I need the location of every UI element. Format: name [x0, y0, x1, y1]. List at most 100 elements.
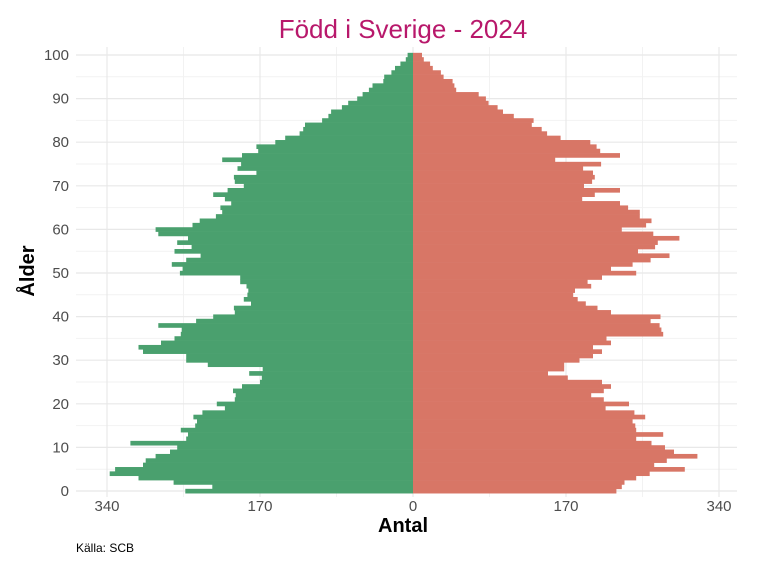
bar-left-age-67	[224, 196, 413, 202]
bar-right-age-38	[413, 323, 660, 328]
bar-right-age-17	[413, 414, 646, 420]
y-tick-label: 10	[52, 439, 69, 456]
bar-left-age-64	[222, 209, 413, 215]
bar-right-age-26	[413, 375, 568, 381]
bar-left-age-63	[215, 214, 413, 219]
bar-right-age-77	[413, 153, 620, 158]
y-tick-label: 80	[52, 134, 69, 151]
bar-left-age-24	[242, 384, 413, 389]
bar-right-age-36	[413, 331, 664, 337]
x-tick-label: 170	[553, 498, 578, 515]
chart-title: Född i Sverige - 2024	[279, 14, 528, 44]
bar-left-age-85	[322, 118, 413, 123]
bar-right-age-20	[413, 401, 629, 407]
bar-right-age-33	[413, 344, 593, 350]
bar-right-age-31	[413, 353, 593, 359]
bar-left-age-66	[231, 201, 413, 206]
bar-right-age-27	[413, 371, 548, 376]
bar-right-age-52	[413, 262, 633, 267]
bar-right-age-49	[413, 275, 602, 280]
bar-left-age-70	[243, 183, 413, 189]
bar-left-age-44	[243, 296, 413, 302]
bar-right-age-44	[413, 296, 578, 302]
bar-right-age-87	[413, 109, 503, 115]
bar-left-age-3	[138, 475, 413, 481]
bar-left-age-89	[348, 100, 413, 106]
bar-left-age-36	[180, 331, 413, 337]
bar-right-age-41	[413, 310, 611, 315]
bar-right-age-84	[413, 122, 532, 128]
bar-left-age-100	[407, 52, 413, 58]
bar-right-age-51	[413, 266, 611, 272]
x-tick-label: 170	[247, 498, 272, 515]
bar-left-age-9	[170, 449, 413, 455]
bar-left-age-8	[155, 453, 413, 459]
bar-left-age-93	[372, 83, 413, 88]
bar-right-age-96	[413, 70, 441, 75]
bar-right-age-35	[413, 336, 607, 341]
bar-right-age-56	[413, 244, 656, 250]
bar-right-age-25	[413, 379, 602, 385]
bar-right-age-58	[413, 235, 680, 241]
bar-left-age-29	[207, 362, 413, 368]
y-tick-label: 90	[52, 91, 69, 108]
y-tick-label: 50	[52, 265, 69, 282]
bar-left-age-30	[186, 358, 413, 363]
bar-left-age-22	[235, 392, 413, 398]
bar-left-age-53	[186, 257, 413, 263]
bar-left-age-49	[240, 275, 413, 280]
bar-right-age-81	[413, 135, 561, 141]
bar-left-age-69	[227, 187, 413, 193]
bar-left-age-38	[158, 323, 413, 328]
x-tick-label: 340	[706, 498, 731, 515]
bar-left-age-87	[331, 109, 413, 115]
bar-left-age-14	[180, 427, 413, 433]
bar-left-age-94	[383, 78, 413, 84]
bar-right-age-92	[413, 87, 457, 93]
bar-right-age-37	[413, 327, 662, 333]
bar-right-age-78	[413, 148, 601, 154]
bar-right-age-95	[413, 74, 444, 80]
bar-right-age-7	[413, 458, 667, 463]
bar-left-age-59	[158, 231, 413, 237]
y-tick-label: 20	[52, 396, 69, 413]
bar-right-age-48	[413, 279, 588, 285]
bar-right-age-60	[413, 227, 622, 232]
bar-right-age-86	[413, 113, 514, 119]
bar-left-age-88	[341, 105, 413, 110]
bar-left-age-95	[384, 74, 413, 80]
bar-left-age-90	[357, 96, 413, 102]
y-tick-label: 60	[52, 221, 69, 238]
bar-right-age-76	[413, 157, 556, 163]
left-bars-group	[109, 52, 413, 494]
bar-left-age-39	[196, 318, 413, 324]
bar-left-age-27	[249, 371, 413, 376]
bar-left-age-57	[177, 240, 413, 245]
bar-right-age-3	[413, 475, 637, 481]
bar-right-age-54	[413, 253, 670, 259]
bar-right-age-97	[413, 65, 433, 71]
bar-right-age-65	[413, 205, 629, 211]
bar-left-age-20	[216, 401, 413, 407]
bar-left-age-17	[193, 414, 413, 420]
bar-right-age-89	[413, 100, 489, 106]
bar-right-age-18	[413, 410, 635, 415]
bar-right-age-22	[413, 392, 592, 398]
bar-right-age-5	[413, 467, 685, 472]
source-note: Källa: SCB	[76, 541, 135, 555]
bar-left-age-21	[234, 397, 413, 402]
bar-left-age-31	[186, 353, 413, 359]
bar-left-age-1	[212, 484, 413, 490]
bar-right-age-50	[413, 270, 637, 276]
bar-right-age-28	[413, 366, 565, 372]
bar-left-age-40	[213, 314, 413, 320]
bar-left-age-13	[188, 432, 413, 437]
bar-left-age-55	[174, 249, 413, 254]
bar-left-age-91	[362, 92, 413, 97]
bar-right-age-61	[413, 222, 647, 228]
bar-left-age-96	[391, 70, 413, 75]
bar-right-age-80	[413, 140, 591, 145]
bar-left-age-84	[305, 122, 413, 128]
bar-left-age-4	[109, 471, 413, 477]
